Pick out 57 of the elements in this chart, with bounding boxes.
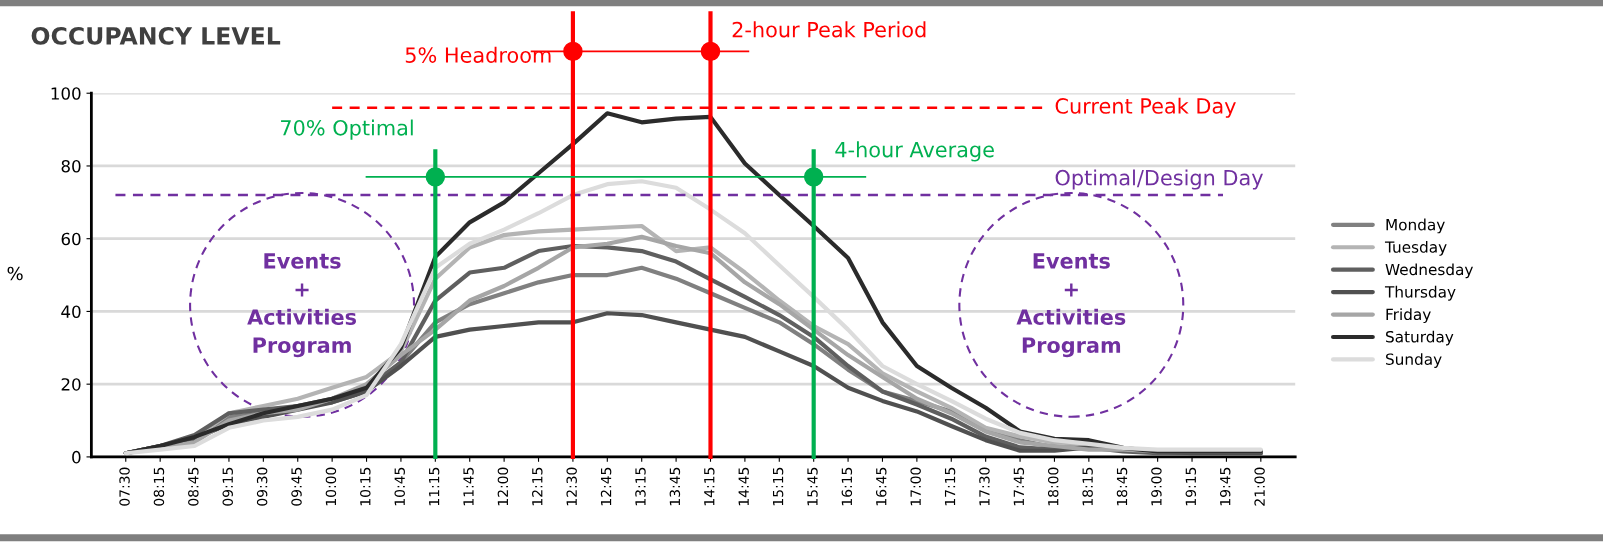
x-tick-label: 14:45 — [738, 467, 749, 506]
x-tick-label: 09:15 — [222, 467, 233, 506]
ref-line-label: 70% Optimal — [281, 119, 413, 140]
legend-label: Monday — [1386, 218, 1445, 234]
ref-line-label: Current Peak Day — [1055, 97, 1236, 118]
ref-line-label: 2-hour Peak Period — [732, 21, 926, 38]
x-tick-label: 16:15 — [841, 467, 853, 506]
x-tick-label: 10:45 — [394, 467, 405, 506]
y-axis-title: % — [7, 266, 23, 281]
y-tick-label: 80 — [61, 159, 81, 173]
legend-label: Thursday — [1384, 285, 1456, 301]
chart-title: OCCUPANCY LEVEL — [31, 26, 281, 45]
x-tick-label: 18:15 — [1082, 467, 1093, 506]
legend-label: Tuesday — [1384, 241, 1447, 256]
annotation: Events + Activities Program — [1016, 253, 1126, 358]
legend-label: Friday — [1386, 308, 1431, 324]
y-tick-label: 40 — [61, 305, 81, 318]
x-tick-label: 09:30 — [256, 467, 268, 506]
y-tick-label: 20 — [61, 378, 81, 391]
x-tick-label: 12:45 — [600, 467, 612, 506]
x-tick-label: 11:15 — [429, 467, 440, 506]
x-tick-label: 12:15 — [532, 467, 543, 506]
ref-line-label: 5% Headroom — [405, 46, 551, 63]
x-tick-label: 12:00 — [497, 467, 509, 506]
x-tick-label: 19:00 — [1151, 467, 1162, 506]
x-tick-label: 19:15 — [1185, 467, 1197, 506]
x-tick-label: 15:15 — [772, 467, 784, 506]
x-tick-label: 10:15 — [360, 467, 371, 506]
x-tick-label: 13:45 — [669, 467, 681, 506]
x-tick-label: 07:30 — [119, 467, 130, 506]
x-tick-label: 10:00 — [325, 467, 337, 506]
x-tick-label: 19:45 — [1219, 467, 1231, 506]
x-tick-label: 08:15 — [153, 467, 165, 506]
x-tick-label: 16:45 — [876, 467, 887, 506]
x-tick-label: 12:30 — [566, 467, 577, 506]
legend-label: Sunday — [1386, 353, 1442, 368]
x-tick-label: 11:45 — [463, 467, 474, 506]
x-tick-label: 13:15 — [635, 467, 646, 506]
y-tick-label: 0 — [72, 450, 81, 464]
x-tick-label: 14:15 — [704, 467, 715, 506]
annotation: Events + Activities Program — [247, 253, 357, 358]
x-tick-label: 21:00 — [1254, 467, 1265, 506]
x-tick-label: 17:30 — [979, 467, 990, 506]
y-tick-label: 60 — [61, 232, 81, 246]
ref-line-label: 4-hour Average — [835, 141, 994, 162]
x-tick-label: 18:00 — [1047, 467, 1059, 506]
x-tick-label: 17:00 — [910, 467, 921, 506]
x-tick-label: 08:45 — [188, 467, 199, 506]
legend-label: Saturday — [1386, 330, 1454, 346]
x-tick-label: 15:45 — [807, 467, 818, 506]
x-tick-label: 17:15 — [944, 467, 956, 506]
x-tick-label: 17:45 — [1013, 467, 1025, 506]
x-tick-label: 18:45 — [1116, 467, 1128, 506]
y-tick-label: 100 — [51, 87, 81, 100]
legend-label: Wednesday — [1385, 263, 1473, 279]
x-tick-label: 09:45 — [291, 467, 302, 506]
ref-line-label: Optimal/Design Day — [1055, 169, 1263, 190]
